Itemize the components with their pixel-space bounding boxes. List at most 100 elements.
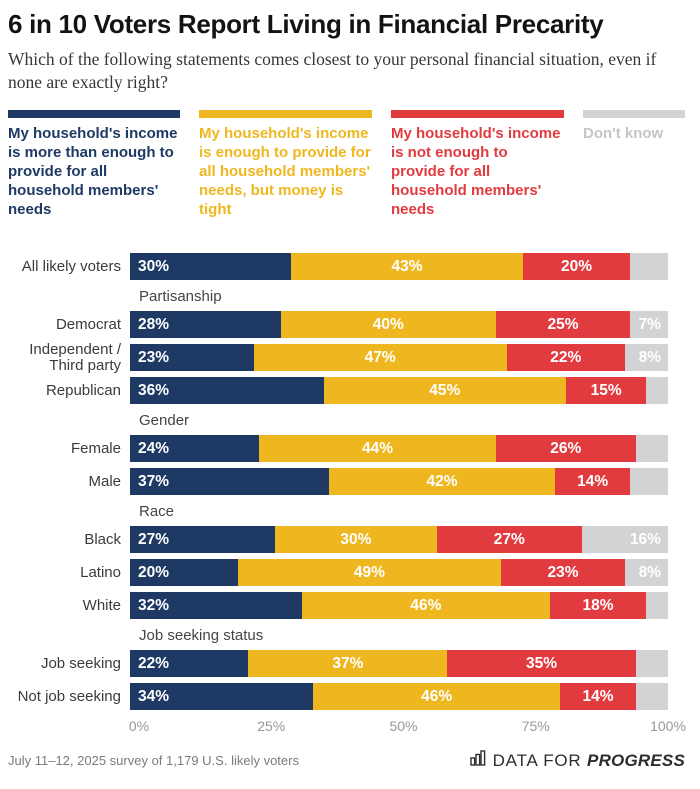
segment-value-label: 47% [364,348,396,366]
x-axis: 0% 25% 50% 75% 100% [129,718,686,736]
bar-segment-yellow: 45% [323,377,566,404]
bar-track: 36% 45% 15% [130,377,668,404]
bar-segment-navy: 36% [130,377,324,404]
row-label: Job seeking [40,654,121,672]
survey-question: Which of the following statements comes … [8,49,657,92]
segment-value-label: 23% [547,563,579,581]
legend-swatch-gray [583,110,685,118]
bar-track: 20% 49% 23% 8% [130,559,668,586]
segment-value-label: 20% [138,563,170,581]
segment-value-label: 45% [429,381,461,399]
bar-row: Democrat 28% 40% 25% 7% [8,311,668,338]
segment-value-label: 25% [547,315,579,333]
bar-segment-red: 22% [506,344,625,371]
bar-row: Independent / Third party 23% 47% 22% 8% [8,341,668,373]
segment-value-label: 8% [638,348,661,366]
x-axis-tick: 50% [389,718,418,734]
segment-value-label: 37% [332,654,364,672]
bar-segment-yellow: 44% [259,435,496,462]
bar-row: Male 37% 42% 14% [8,468,668,495]
segment-value-label: 35% [526,654,558,672]
bar-row: Latino 20% 49% 23% 8% [8,559,668,586]
segment-value-label: 27% [493,530,525,548]
bar-segment-gray: 8% [624,559,668,586]
source-note: July 11–12, 2025 survey of 1,179 U.S. li… [8,753,299,768]
bar-segment-gray: 7% [630,311,668,338]
bar-segment-red: 23% [501,559,625,586]
bar-segment-yellow: 37% [248,650,448,677]
bar-segment-red: 14% [560,683,636,710]
segment-value-label: 15% [590,381,622,399]
legend-label: My household's income is more than enoug… [8,125,178,218]
bar-track: 30% 43% 20% [130,253,668,280]
bar-row: Black 27% 30% 27% 16% [8,526,668,553]
bar-segment-navy: 30% [130,253,292,280]
legend-label: My household's income is enough to provi… [199,125,371,218]
bar-segment-gray [646,592,668,619]
segment-value-label: 23% [138,348,170,366]
bar-segment-navy: 34% [130,683,313,710]
bar-segment-red: 25% [495,311,631,338]
bar-segment-yellow: 49% [237,559,502,586]
bar-segment-yellow: 42% [329,468,555,495]
x-axis-tick: 75% [521,718,550,734]
legend-item-gray: Don't know [583,110,685,143]
brand-prefix: DATA FOR [492,750,588,770]
bar-segment-navy: 32% [130,592,303,619]
bar-row: Republican 36% 45% 15% [8,377,668,404]
bar-segment-yellow: 40% [280,311,496,338]
section-header: Gender [139,412,190,429]
bar-chart-icon [469,750,487,771]
segment-value-label: 8% [638,563,661,581]
bar-track: 28% 40% 25% 7% [130,311,668,338]
segment-value-label: 37% [138,472,170,490]
segment-value-label: 34% [138,687,170,705]
segment-value-label: 42% [426,472,458,490]
x-axis-tick: 100% [650,718,686,734]
page-title: 6 in 10 Voters Report Living in Financia… [8,9,604,39]
bar-segment-gray [635,683,668,710]
bar-segment-red: 20% [522,253,631,280]
segment-value-label: 40% [372,315,404,333]
legend-item-red: My household's income is not enough to p… [391,110,564,219]
row-label: All likely voters [21,257,121,275]
segment-value-label: 22% [138,654,170,672]
segment-value-label: 28% [138,315,170,333]
section-header: Job seeking status [139,627,264,644]
section-header: Partisanship [139,288,222,305]
section-header: Race [139,503,175,520]
footer: July 11–12, 2025 survey of 1,179 U.S. li… [8,750,685,771]
bar-segment-navy: 24% [130,435,260,462]
bar-segment-navy: 37% [130,468,330,495]
segment-value-label: 24% [138,439,170,457]
row-label: White [82,596,121,614]
segment-value-label: 26% [550,439,582,457]
legend-label: My household's income is not enough to p… [391,125,561,218]
bar-segment-yellow: 43% [291,253,523,280]
bar-segment-gray: 8% [624,344,668,371]
x-axis-tick: 25% [257,718,286,734]
segment-value-label: 14% [577,472,609,490]
stacked-bar-chart: All likely voters 30% 43% 20% Partisanship De… [8,253,685,710]
segment-value-label: 43% [391,257,423,275]
row-label: Republican [45,381,121,399]
brand-name: DATA FOR PROGRESS [493,751,685,771]
bar-segment-yellow: 46% [302,592,550,619]
bar-segment-red: 35% [447,650,636,677]
bar-segment-gray [635,435,668,462]
bar-segment-navy: 20% [130,559,238,586]
legend-item-yellow: My household's income is enough to provi… [199,110,372,219]
bar-segment-navy: 28% [130,311,281,338]
segment-value-label: 7% [638,315,661,333]
row-label: Male [88,472,121,490]
bar-segment-red: 26% [495,435,636,462]
bar-segment-navy: 22% [130,650,249,677]
segment-value-label: 46% [410,596,442,614]
bar-segment-yellow: 47% [253,344,507,371]
bar-track: 32% 46% 18% [130,592,668,619]
segment-value-label: 14% [582,687,614,705]
bar-segment-navy: 23% [130,344,254,371]
bar-row: All likely voters 30% 43% 20% [8,253,668,280]
bar-row: Job seeking 22% 37% 35% [8,650,668,677]
segment-value-label: 44% [361,439,393,457]
